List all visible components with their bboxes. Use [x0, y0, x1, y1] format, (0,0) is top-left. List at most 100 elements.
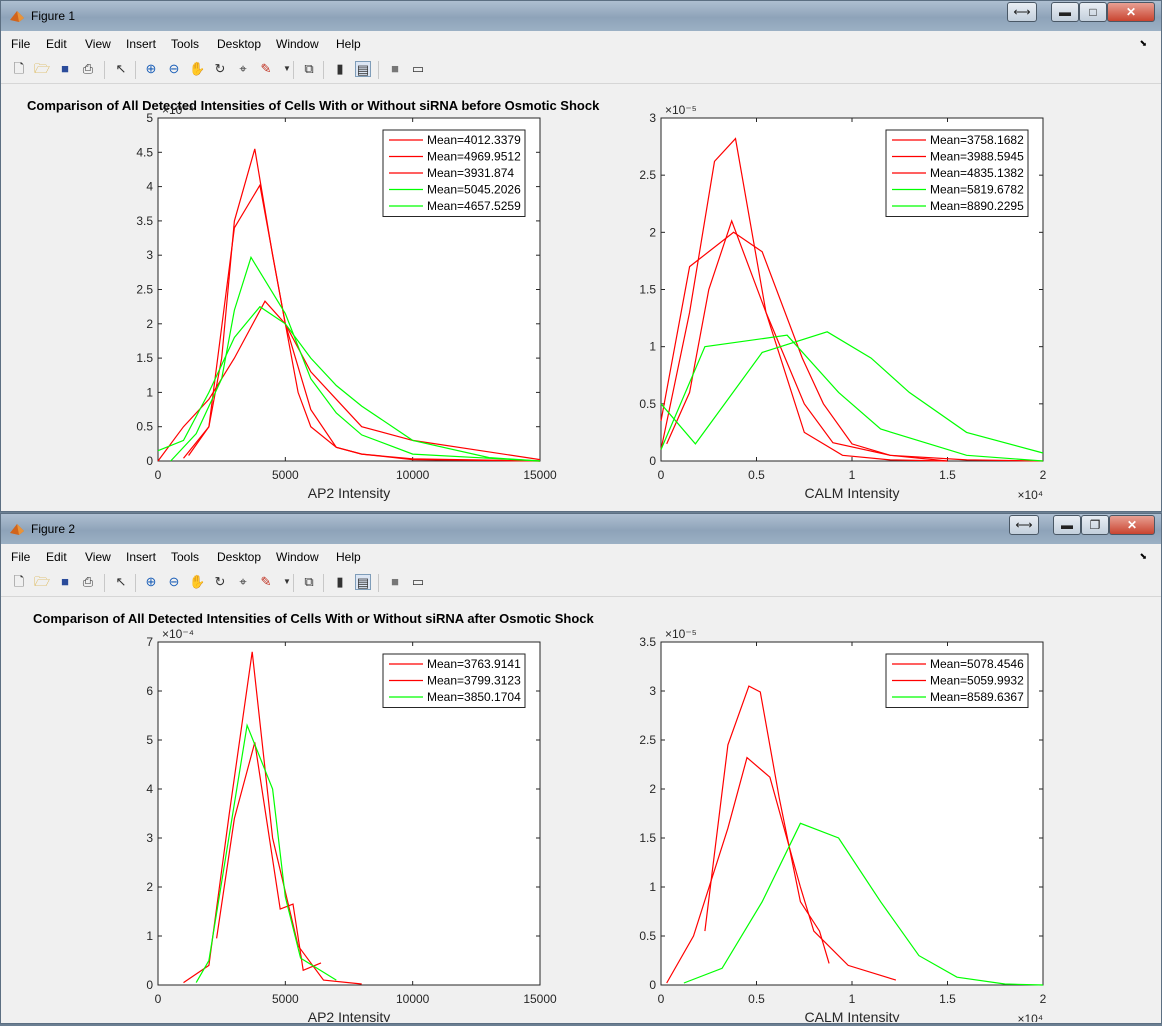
open-file-icon[interactable]: 🗁 — [34, 61, 51, 76]
y-tick-label: 4.5 — [136, 145, 153, 159]
close-button[interactable]: ✕ — [1107, 2, 1155, 22]
y-tick-label: 2 — [146, 317, 153, 331]
x-exponent-label: ×10⁴ — [1017, 1012, 1043, 1022]
toolbar: 🗋 🗁 ■ ⎙ ↖ ⊕ ⊖ ✋ ↻ ⌖ ✎ ▼ ⧉ ▮ ▤ ■ ▭ — [1, 570, 1161, 597]
title-bar[interactable]: Figure 2 ⟷ ▬ ❐ ✕ — [1, 514, 1161, 544]
menu-desktop[interactable]: Desktop — [217, 37, 262, 51]
y-tick-label: 1.5 — [639, 283, 656, 297]
series-line — [660, 231, 948, 462]
print-icon[interactable]: ⎙ — [82, 61, 94, 76]
resize-arrows-icon[interactable]: ⟷ — [1007, 2, 1037, 22]
series-line — [660, 334, 1044, 462]
edit-plot-arrow-icon[interactable]: ↖ — [115, 61, 127, 76]
save-icon[interactable]: ■ — [61, 574, 69, 589]
resize-arrows-icon[interactable]: ⟷ — [1009, 515, 1039, 535]
maximize-button[interactable]: □ — [1079, 2, 1107, 22]
pan-hand-icon[interactable]: ✋ — [189, 574, 206, 589]
menu-bar: File Edit View Insert Tools Desktop Wind… — [1, 32, 1161, 54]
rotate-3d-icon[interactable]: ↻ — [214, 574, 226, 589]
y-tick-label: 2 — [146, 880, 153, 894]
insert-colorbar-icon[interactable]: ▮ — [336, 574, 344, 589]
y-tick-label: 2 — [649, 225, 656, 239]
legend: Mean=4012.3379 Mean=4969.9512 Mean=3931.87… — [382, 129, 526, 217]
x-tick-label: 5000 — [272, 468, 299, 482]
minimize-button[interactable]: ▬ — [1053, 515, 1081, 535]
axes-calm: 0 0.5 1 1.5 2 2.5 3 0 0.5 1 1.5 2 ×10⁻⁵ ×10⁴ CALM Inte… — [639, 103, 1046, 502]
y-tick-label: 0.5 — [639, 929, 656, 943]
y-tick-label: 5 — [146, 733, 153, 747]
legend-entry: Mean=5078.4546 — [930, 657, 1024, 671]
series-line — [157, 305, 541, 462]
legend-entry: Mean=8589.6367 — [930, 690, 1024, 704]
menu-insert[interactable]: Insert — [126, 550, 157, 564]
series-line — [660, 331, 1044, 454]
insert-legend-icon[interactable]: ▤ — [355, 574, 371, 590]
y-tick-label: 3 — [146, 248, 153, 262]
axes-calm: 0 0.5 1 1.5 2 2.5 3 3.5 0 0.5 1 1.5 2 ×10⁻⁵ ×10⁴ CALM I… — [639, 627, 1046, 1022]
menu-tools[interactable]: Tools — [171, 550, 200, 564]
x-tick-label: 0 — [658, 992, 665, 1006]
insert-colorbar-icon[interactable]: ▮ — [336, 61, 344, 76]
title-bar[interactable]: Figure 1 ⟷ ▬ □ ✕ — [1, 1, 1161, 31]
y-tick-label: 0.5 — [639, 397, 656, 411]
new-figure-icon[interactable]: 🗋 — [13, 574, 25, 589]
brush-icon[interactable]: ✎ — [260, 61, 272, 76]
y-tick-label: 0.5 — [136, 420, 153, 434]
brush-dropdown-icon[interactable]: ▼ — [283, 64, 291, 73]
menu-edit[interactable]: Edit — [46, 550, 67, 564]
open-file-icon[interactable]: 🗁 — [34, 574, 51, 589]
show-plot-tools-icon[interactable]: ▭ — [411, 574, 425, 589]
dock-arrow-icon[interactable]: ⬊ — [1139, 551, 1147, 561]
menu-view[interactable]: View — [85, 550, 111, 564]
y-tick-label: 2.5 — [136, 283, 153, 297]
x-tick-label: 2 — [1040, 992, 1047, 1006]
legend-entry: Mean=3763.9141 — [427, 657, 521, 671]
legend: Mean=5078.4546 Mean=5059.9932 Mean=8589.63… — [885, 653, 1029, 708]
data-cursor-icon[interactable]: ⌖ — [239, 574, 247, 589]
print-icon[interactable]: ⎙ — [82, 574, 94, 589]
menu-edit[interactable]: Edit — [46, 37, 67, 51]
menu-view[interactable]: View — [85, 37, 111, 51]
hide-plot-tools-icon[interactable]: ■ — [391, 61, 399, 76]
menu-window[interactable]: Window — [276, 550, 319, 564]
x-tick-label: 10000 — [396, 992, 430, 1006]
x-axis-label: AP2 Intensity — [308, 485, 391, 501]
edit-plot-arrow-icon[interactable]: ↖ — [115, 574, 127, 589]
brush-dropdown-icon[interactable]: ▼ — [283, 577, 291, 586]
menu-desktop[interactable]: Desktop — [217, 550, 262, 564]
menu-tools[interactable]: Tools — [171, 37, 200, 51]
dock-arrow-icon[interactable]: ⬊ — [1139, 38, 1147, 48]
insert-legend-icon[interactable]: ▤ — [355, 61, 371, 77]
link-plot-icon[interactable]: ⧉ — [304, 574, 314, 589]
y-exponent-label: ×10⁻⁵ — [665, 103, 697, 117]
link-plot-icon[interactable]: ⧉ — [304, 61, 314, 76]
rotate-3d-icon[interactable]: ↻ — [214, 61, 226, 76]
minimize-button[interactable]: ▬ — [1051, 2, 1079, 22]
menu-file[interactable]: File — [11, 550, 31, 564]
menu-window[interactable]: Window — [276, 37, 319, 51]
menu-help[interactable]: Help — [336, 550, 361, 564]
pan-hand-icon[interactable]: ✋ — [189, 61, 206, 76]
zoom-in-icon[interactable]: ⊕ — [145, 574, 157, 589]
y-tick-label: 2.5 — [639, 733, 656, 747]
y-tick-label: 1 — [146, 929, 153, 943]
close-button[interactable]: ✕ — [1109, 515, 1155, 535]
maximize-button[interactable]: ❐ — [1081, 515, 1109, 535]
menu-help[interactable]: Help — [336, 37, 361, 51]
save-icon[interactable]: ■ — [61, 61, 69, 76]
series-line — [683, 822, 1044, 986]
legend-entry: Mean=5045.2026 — [427, 183, 521, 197]
zoom-out-icon[interactable]: ⊖ — [168, 61, 180, 76]
toolbar: 🗋 🗁 ■ ⎙ ↖ ⊕ ⊖ ✋ ↻ ⌖ ✎ ▼ ⧉ ▮ ▤ ■ ▭ — [1, 57, 1161, 84]
y-tick-label: 1.5 — [136, 351, 153, 365]
zoom-in-icon[interactable]: ⊕ — [145, 61, 157, 76]
menu-insert[interactable]: Insert — [126, 37, 157, 51]
show-plot-tools-icon[interactable]: ▭ — [411, 61, 425, 76]
zoom-out-icon[interactable]: ⊖ — [168, 574, 180, 589]
data-cursor-icon[interactable]: ⌖ — [239, 61, 247, 76]
hide-plot-tools-icon[interactable]: ■ — [391, 574, 399, 589]
window-title: Figure 1 — [31, 9, 76, 23]
brush-icon[interactable]: ✎ — [260, 574, 272, 589]
new-figure-icon[interactable]: 🗋 — [13, 61, 25, 76]
menu-file[interactable]: File — [11, 37, 31, 51]
